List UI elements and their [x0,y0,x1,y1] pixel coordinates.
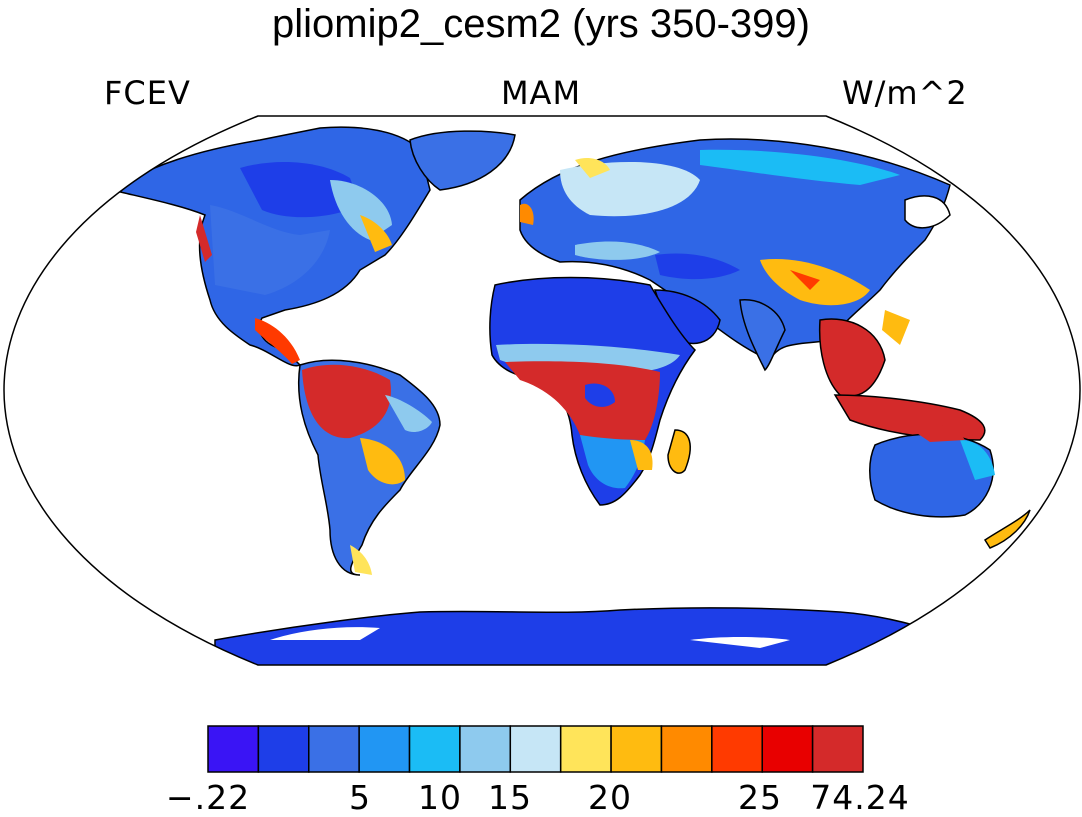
australia [869,423,995,518]
colorbar-swatch [257,725,310,773]
season-label: MAM [500,74,582,112]
colorbar-tick-label: 74.24 [810,778,910,817]
colorbar-swatch [559,725,612,773]
colorbar-swatch [358,725,411,773]
units-label: W/m^2 [842,74,968,112]
map-frame [3,115,1081,666]
antarctica [214,607,961,665]
colorbar-tick-label: 5 [349,778,371,817]
colorbar-swatch [660,725,713,773]
colorbar-swatch [711,725,763,773]
eurasia [519,138,951,361]
colorbar-swatch [610,725,663,773]
colorbar-swatch [811,725,864,773]
colorbar-tick-label: 10 [418,778,462,817]
colorbar-tick-label: 25 [738,778,782,817]
madagascar [667,429,691,474]
colorbar-tick-label: 15 [488,778,532,817]
new-zealand [983,509,1031,549]
north-america [110,126,431,367]
colorbar-tick-label: 20 [588,778,632,817]
greenland [409,130,516,191]
colorbar-swatch [207,725,260,773]
variable-label: FCEV [104,74,191,112]
india [739,299,786,372]
south-america [297,359,441,576]
colorbar-swatch [761,725,814,773]
colorbar-swatch [509,725,562,773]
colorbar-swatch [408,725,461,773]
map-content [110,126,1031,665]
colorbar [207,725,864,773]
africa [489,276,696,506]
map-title: pliomip2_cesm2 (yrs 350-399) [271,2,810,46]
colorbar-swatch [308,725,360,773]
colorbar-tick-label: −.22 [165,778,251,817]
colorbar-swatch [459,725,512,773]
southeast-asia [818,310,986,441]
